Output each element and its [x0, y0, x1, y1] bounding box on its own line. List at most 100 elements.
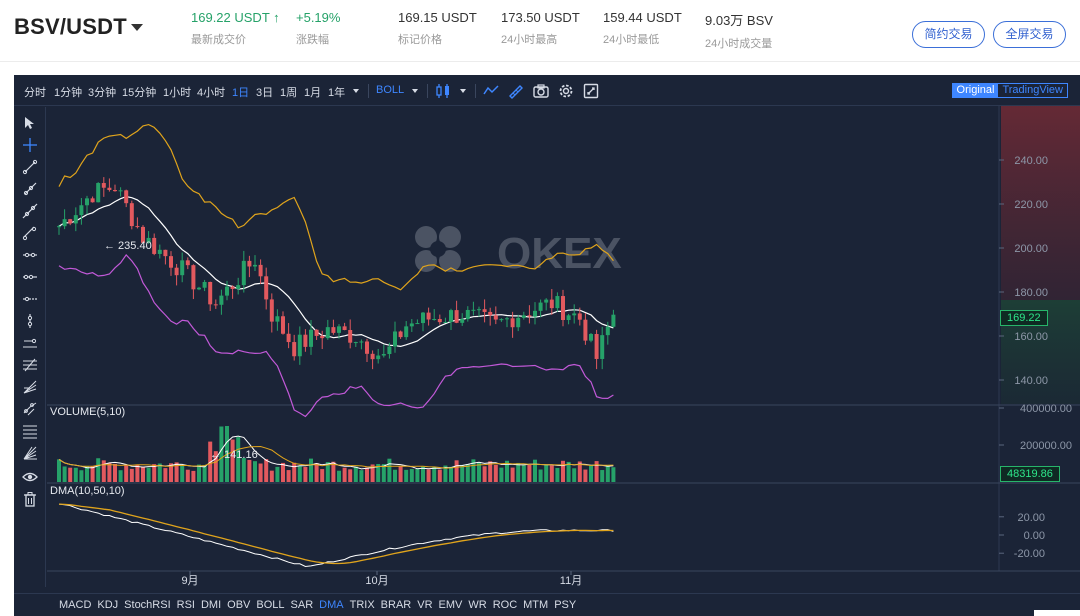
indicator-tab-obv[interactable]: OBV — [227, 599, 251, 611]
candle-body — [264, 276, 269, 300]
indicator-tab-stochrsi[interactable]: StochRSI — [124, 599, 171, 611]
candle-body — [129, 203, 134, 227]
kline-chart[interactable]: OKEX 240.00 220.00 200.00 180.00 160.00 140.0… — [14, 106, 1080, 593]
interval-15m[interactable]: 15分钟 — [122, 87, 157, 99]
ray-icon[interactable] — [22, 181, 38, 197]
crosshair-icon[interactable] — [22, 137, 38, 153]
candle-body — [460, 319, 465, 323]
gann-fan-icon[interactable] — [22, 423, 38, 439]
okex-watermark: OKEX — [415, 226, 622, 278]
interval-1h[interactable]: 1小时 — [163, 87, 192, 99]
indicator-tab-mtm[interactable]: MTM — [523, 599, 549, 611]
indicator-tab-psy[interactable]: PSY — [554, 599, 577, 611]
candle-body — [297, 334, 302, 357]
candle-body — [90, 198, 95, 203]
cursor-icon[interactable] — [22, 115, 38, 131]
volume-bar — [510, 467, 515, 482]
volume-bar — [169, 463, 173, 482]
interval-3m[interactable]: 3分钟 — [88, 87, 117, 99]
candle-body — [96, 183, 101, 203]
indicator-select[interactable]: BOLL — [376, 84, 405, 96]
settings-gear-icon[interactable] — [557, 82, 575, 100]
interval-1mo[interactable]: 1月 — [304, 87, 322, 99]
toolbar-divider — [427, 84, 428, 98]
candle-body — [561, 296, 565, 321]
dma-line — [58, 503, 614, 568]
simple-trade-button[interactable]: 简约交易 — [912, 21, 985, 48]
indicator-tab-dmi[interactable]: DMI — [200, 599, 222, 611]
fullscreen-icon[interactable] — [582, 82, 600, 100]
fullscreen-trade-button[interactable]: 全屏交易 — [993, 21, 1066, 48]
candle-body — [432, 319, 437, 321]
parallel-channel-icon[interactable] — [22, 225, 38, 241]
indicator-tab-macd[interactable]: MACD — [59, 599, 92, 611]
view-tradingview-button[interactable]: TradingView — [1002, 84, 1063, 96]
candle-body — [387, 346, 392, 355]
interval-1d[interactable]: 1日 — [232, 87, 250, 99]
volume-bar — [219, 426, 224, 482]
interval-1y[interactable]: 1年 — [328, 87, 346, 99]
camera-icon[interactable] — [532, 82, 550, 100]
interval-timeline[interactable]: 分时 — [24, 87, 46, 99]
indicator-tab-roc[interactable]: ROC — [492, 599, 518, 611]
volume-bar — [185, 469, 190, 482]
indicator-tab-sar[interactable]: SAR — [290, 599, 314, 611]
candle-body — [320, 335, 325, 339]
eye-icon[interactable] — [22, 469, 38, 485]
volume-bar — [561, 460, 565, 482]
toolbar-divider — [475, 84, 476, 98]
view-original-button[interactable]: Original — [952, 84, 999, 97]
measure-icon[interactable] — [22, 445, 38, 461]
candle-body — [113, 190, 117, 192]
time-axis: 9月 10月 11月 — [181, 571, 582, 587]
candle-type-caret-icon[interactable] — [460, 89, 466, 93]
volume-bar — [85, 466, 89, 482]
volume-bar — [594, 461, 599, 482]
indicator-tab-kdj[interactable]: KDJ — [97, 599, 119, 611]
page-corner — [1034, 610, 1080, 616]
line-chart-icon[interactable] — [482, 82, 500, 100]
price-line-icon[interactable] — [22, 291, 38, 307]
dma-lines: 20.00 0.00 -20.00 — [58, 503, 1045, 568]
extended-line-icon[interactable] — [22, 203, 38, 219]
vertical-line-icon[interactable] — [22, 313, 38, 329]
volume-bar — [303, 467, 308, 482]
candle-body — [589, 334, 593, 341]
indicator-tab-wr[interactable]: WR — [468, 599, 487, 611]
fib-retracement-icon[interactable] — [22, 357, 38, 373]
price-range-icon[interactable] — [22, 335, 38, 351]
indicator-tab-vr[interactable]: VR — [417, 599, 433, 611]
fib-channel-icon[interactable] — [22, 401, 38, 417]
volume-bar — [370, 464, 375, 482]
pair-title[interactable]: BSV/USDT — [14, 14, 127, 39]
interval-3d[interactable]: 3日 — [256, 87, 274, 99]
indicator-tab-rsi[interactable]: RSI — [176, 599, 195, 611]
indicator-tab-brar[interactable]: BRAR — [380, 599, 412, 611]
indicator-caret-icon[interactable] — [412, 89, 418, 93]
candle-type-icon[interactable] — [434, 82, 452, 100]
volume-bar — [191, 470, 196, 482]
indicator-tab-dma[interactable]: DMA — [319, 599, 344, 611]
interval-1m[interactable]: 1分钟 — [54, 87, 83, 99]
indicator-tab-emv[interactable]: EMV — [438, 599, 463, 611]
indicator-tab-boll[interactable]: BOLL — [256, 599, 285, 611]
more-intervals-icon[interactable] — [353, 89, 359, 93]
trash-icon[interactable] — [22, 491, 38, 507]
candle-body — [247, 260, 252, 267]
candle-body — [437, 319, 442, 323]
pair-dropdown-icon[interactable] — [131, 24, 143, 31]
indicator-tab-trix[interactable]: TRIX — [349, 599, 375, 611]
volume-bar — [202, 464, 207, 482]
horizontal-ray-icon[interactable] — [22, 269, 38, 285]
interval-4h[interactable]: 4小时 — [197, 87, 226, 99]
horizontal-line-icon[interactable] — [22, 247, 38, 263]
volume-bar — [589, 465, 593, 482]
draw-tool-icon[interactable] — [507, 82, 525, 100]
volume-bar — [415, 468, 420, 482]
volume-bar — [516, 462, 521, 482]
interval-1w[interactable]: 1周 — [280, 87, 298, 99]
candle-body — [213, 304, 218, 306]
trend-line-icon[interactable] — [22, 159, 38, 175]
volume-bar — [499, 467, 504, 482]
fib-fan-icon[interactable] — [22, 379, 38, 395]
